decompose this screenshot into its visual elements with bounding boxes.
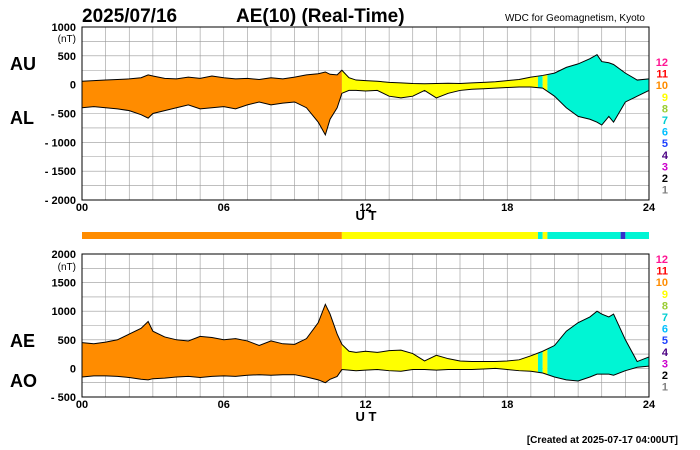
- legend-count-label: 7: [662, 115, 668, 127]
- colorbar-segment-cyan: [547, 232, 621, 239]
- x-tick-label: 12: [359, 399, 371, 411]
- bottom-unit-label: (nT): [58, 262, 76, 273]
- plot-frame: [81, 26, 650, 201]
- x-tick-label: 06: [218, 202, 230, 214]
- area-segment-cyan: [537, 75, 543, 89]
- legend-count-label: 10: [656, 80, 668, 92]
- bottom-xlabel: U T: [356, 409, 377, 424]
- area-segment-yellow: [341, 70, 538, 98]
- legend-count-label: 8: [662, 300, 668, 312]
- legend-count-label: 5: [662, 335, 668, 347]
- colorbar-segment-blue: [620, 232, 626, 239]
- y-tick-label: 500: [58, 51, 76, 63]
- legend-count-label: 3: [662, 161, 668, 173]
- legend-count-label: 8: [662, 103, 668, 115]
- colorbar-segment-yellow: [542, 232, 548, 239]
- au-label: AU: [10, 54, 36, 74]
- legend-count-label: 4: [662, 347, 669, 359]
- area-segment-cyan: [547, 311, 649, 381]
- y-tick-label: 1000: [52, 22, 76, 34]
- y-tick-label: 0: [70, 363, 76, 375]
- y-tick-label: - 500: [51, 392, 76, 404]
- y-tick-label: 2000: [52, 249, 76, 261]
- x-tick-label: 18: [501, 202, 513, 214]
- colorbar-segment-cyan: [625, 232, 649, 239]
- y-tick-label: - 1000: [45, 137, 76, 149]
- legend-count-label: 11: [656, 266, 668, 278]
- legend-count-label: 5: [662, 138, 668, 150]
- legend-count-label: 6: [662, 127, 668, 139]
- colorbar-segment-orange: [82, 232, 342, 239]
- series-line-au: [81, 54, 650, 85]
- series-line-ao: [81, 365, 650, 384]
- x-tick-label: 12: [359, 202, 371, 214]
- x-tick-label: 00: [76, 399, 88, 411]
- y-tick-label: 1000: [52, 306, 76, 318]
- legend-count-label: 11: [656, 69, 668, 81]
- legend-count-label: 6: [662, 324, 668, 336]
- x-tick-label: 06: [218, 399, 230, 411]
- legend-count-label: 1: [662, 382, 668, 394]
- legend-count-label: 3: [662, 358, 668, 370]
- colorbar-strip: [82, 232, 649, 239]
- y-tick-label: 500: [58, 335, 76, 347]
- y-tick-label: 0: [70, 80, 76, 92]
- legend-count-label: 2: [662, 173, 668, 185]
- legend-count-label: 7: [662, 312, 668, 324]
- y-tick-label: 1500: [52, 278, 76, 290]
- legend-count-label: 2: [662, 370, 668, 382]
- plot-frame: [81, 253, 650, 398]
- ae-label: AE: [10, 331, 35, 351]
- legend-count-label: 1: [662, 185, 668, 197]
- source-label: WDC for Geomagnetism, Kyoto: [505, 13, 645, 24]
- x-tick-label: 00: [76, 202, 88, 214]
- area-segment-orange: [82, 304, 342, 383]
- chart-title: AE(10) (Real-Time): [236, 6, 405, 27]
- y-tick-label: - 1500: [45, 166, 76, 178]
- area-segment-orange: [82, 70, 342, 135]
- series-line-ae: [81, 303, 650, 363]
- date-label: 2025/07/16: [82, 6, 177, 27]
- x-tick-label: 18: [501, 399, 513, 411]
- colorbar-segment-cyan: [537, 232, 543, 239]
- y-tick-label: - 500: [51, 109, 76, 121]
- x-tick-label: 24: [643, 202, 656, 214]
- top-unit-label: (nT): [58, 34, 76, 45]
- legend-count-label: 9: [662, 289, 668, 301]
- area-segment-cyan: [537, 351, 543, 373]
- series-line-al: [81, 86, 650, 137]
- legend-count-label: 4: [662, 150, 669, 162]
- legend-count-label: 9: [662, 92, 668, 104]
- area-segment-yellow: [341, 344, 538, 373]
- y-tick-label: - 2000: [45, 195, 76, 207]
- area-segment-yellow: [542, 74, 548, 92]
- al-label: AL: [10, 108, 34, 128]
- ao-label: AO: [10, 371, 37, 391]
- colorbar-segment-yellow: [341, 232, 538, 239]
- area-segment-yellow: [542, 348, 548, 375]
- legend-count-label: 12: [656, 254, 668, 266]
- created-label: [Created at 2025-07-17 04:00UT]: [527, 435, 678, 446]
- legend-count-label: 12: [656, 57, 668, 69]
- x-tick-label: 24: [643, 399, 656, 411]
- legend-count-label: 10: [656, 277, 668, 289]
- top-xlabel: U T: [356, 208, 377, 223]
